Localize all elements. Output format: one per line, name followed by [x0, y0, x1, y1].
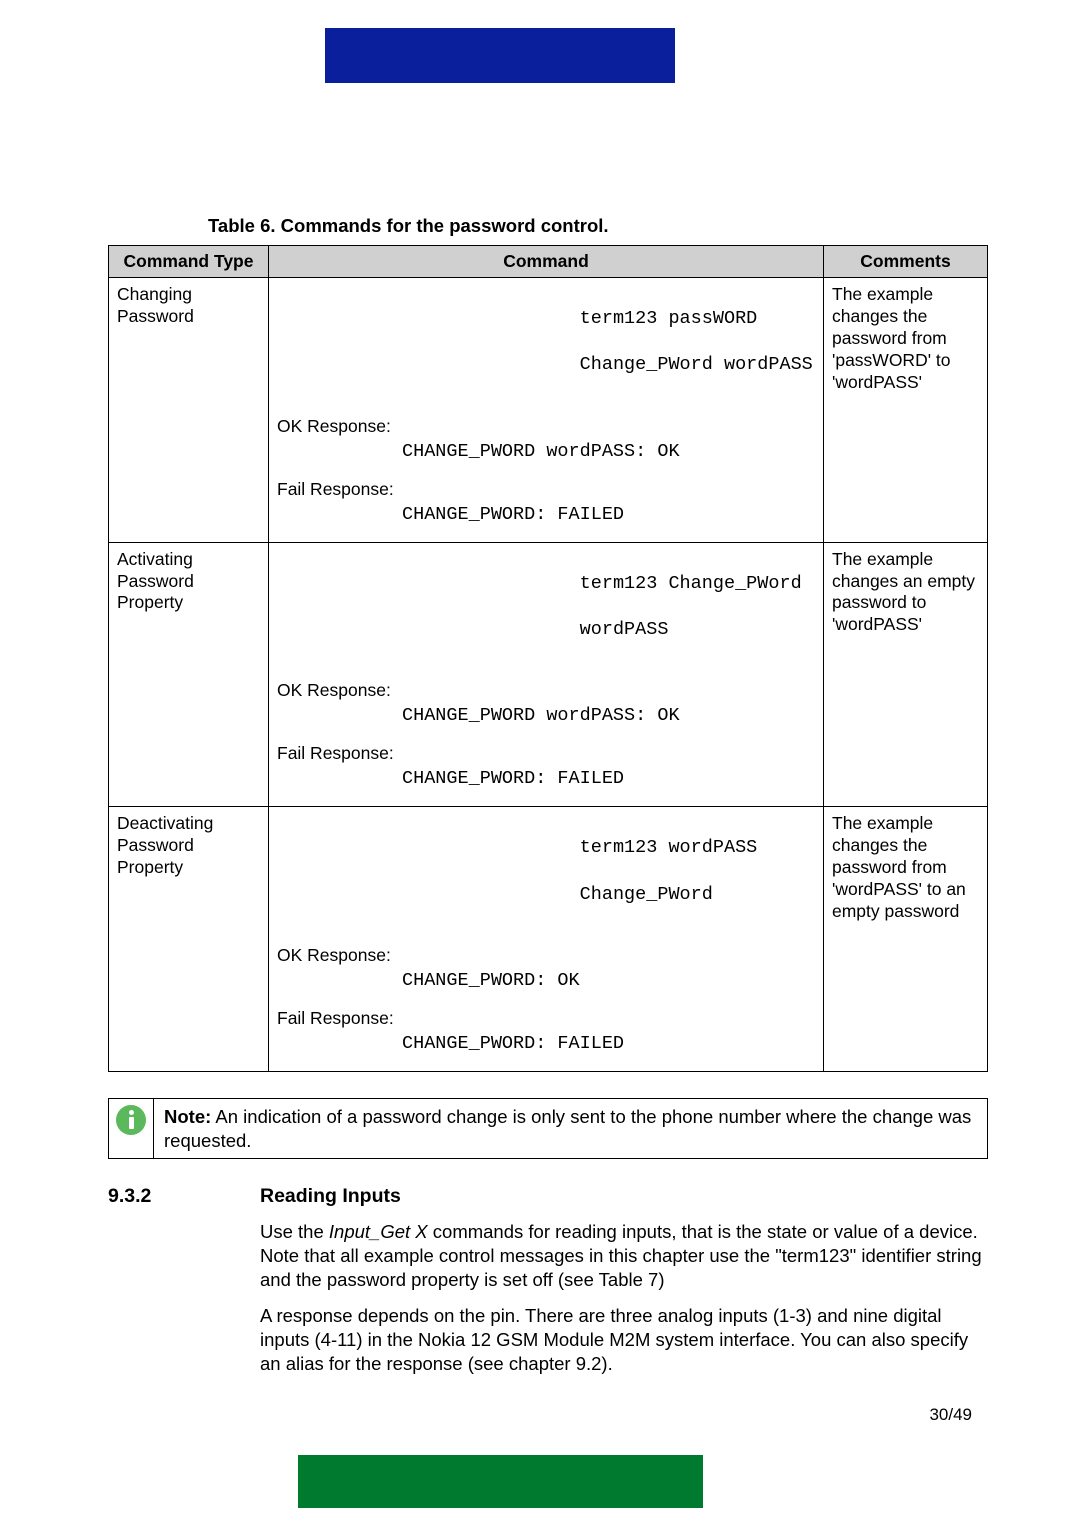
note-text: Note: An indication of a password change… [154, 1098, 988, 1159]
table-row: Activating Password Property term123 Cha… [109, 542, 988, 807]
table-caption: Table 6. Commands for the password contr… [208, 215, 988, 237]
th-comments: Comments [824, 246, 988, 278]
section-title: Reading Inputs [260, 1185, 401, 1208]
cell-comments: The example changes the password from 'w… [824, 807, 988, 1072]
note-box: Note: An indication of a password change… [108, 1098, 988, 1159]
fail-response-label: Fail Response: [277, 1008, 402, 1030]
note-icon-cell [108, 1098, 154, 1159]
note-bold: Note: [164, 1106, 211, 1127]
ok-response-label: OK Response: [277, 416, 402, 438]
cmd-line: term123 passWORD [580, 308, 758, 329]
note-body: An indication of a password change is on… [164, 1106, 971, 1151]
th-command-type: Command Type [109, 246, 269, 278]
section-heading: 9.3.2 Reading Inputs [108, 1185, 988, 1208]
paragraph: Use the Input_Get X commands for reading… [260, 1220, 988, 1292]
paragraph: A response depends on the pin. There are… [260, 1304, 988, 1376]
cmd-line: wordPASS [580, 619, 669, 640]
commands-table: Command Type Command Comments Changing P… [108, 245, 988, 1072]
section-number: 9.3.2 [108, 1185, 260, 1208]
ok-response-label: OK Response: [277, 680, 402, 702]
cell-comments: The example changes the password from 'p… [824, 278, 988, 543]
fail-response-label: Fail Response: [277, 743, 402, 765]
fail-response-code: CHANGE_PWORD: FAILED [402, 767, 624, 790]
ok-response-label: OK Response: [277, 945, 402, 967]
th-command: Command [269, 246, 824, 278]
ok-response-code: CHANGE_PWORD wordPASS: OK [402, 704, 680, 727]
cmd-line: term123 Change_PWord [580, 573, 802, 594]
cell-comments: The example changes an empty password to… [824, 542, 988, 807]
cmd-line: Change_PWord [580, 884, 713, 905]
ok-response-code: CHANGE_PWORD wordPASS: OK [402, 440, 680, 463]
fail-response-label: Fail Response: [277, 479, 402, 501]
table-row: Deactivating Password Property term123 w… [109, 807, 988, 1072]
cmd-line: Change_PWord wordPASS [580, 354, 813, 375]
info-icon [116, 1105, 146, 1135]
page-number: 30/49 [929, 1405, 972, 1425]
fail-response-code: CHANGE_PWORD: FAILED [402, 503, 624, 526]
cell-command: term123 Change_PWord wordPASS OK Respons… [269, 542, 824, 807]
cell-command-type: Deactivating Password Property [109, 807, 269, 1072]
page-content: Table 6. Commands for the password contr… [108, 215, 988, 1377]
cell-command: term123 wordPASS Change_PWord OK Respons… [269, 807, 824, 1072]
bottom-color-bar [298, 1455, 703, 1508]
para-italic: Input_Get X [329, 1221, 428, 1242]
cell-command: term123 passWORD Change_PWord wordPASS O… [269, 278, 824, 543]
top-color-bar [325, 28, 675, 83]
table-row: Changing Password term123 passWORD Chang… [109, 278, 988, 543]
para-text: Use the [260, 1221, 329, 1242]
fail-response-code: CHANGE_PWORD: FAILED [402, 1032, 624, 1055]
ok-response-code: CHANGE_PWORD: OK [402, 969, 580, 992]
table-header-row: Command Type Command Comments [109, 246, 988, 278]
cmd-line: term123 wordPASS [580, 837, 758, 858]
cell-command-type: Changing Password [109, 278, 269, 543]
cell-command-type: Activating Password Property [109, 542, 269, 807]
